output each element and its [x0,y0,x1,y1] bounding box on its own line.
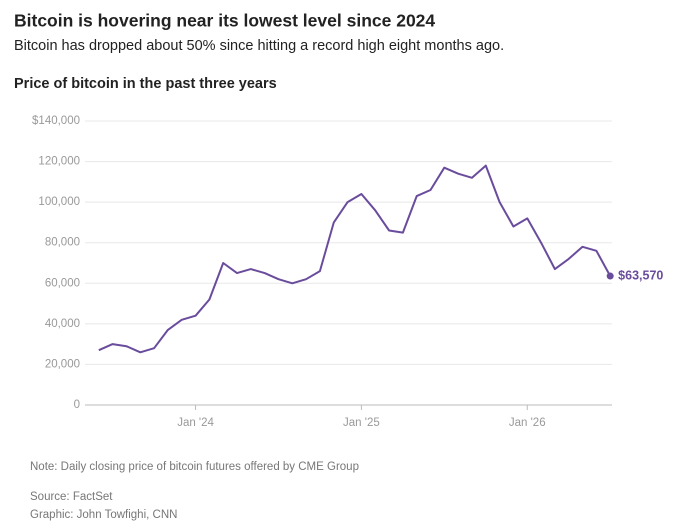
y-tick-label: 120,000 [38,156,80,168]
y-tick-label: 80,000 [45,237,80,249]
y-tick-label: 0 [74,399,80,411]
end-point [606,272,614,280]
note: Note: Daily closing price of bitcoin fut… [30,461,359,473]
credit: Graphic: John Towfighi, CNN [30,509,177,521]
source: Source: FactSet [30,491,113,503]
chart-subtitle: Bitcoin has dropped about 50% since hitt… [14,38,504,54]
y-tick-label: 60,000 [45,277,80,289]
price-line [98,164,612,354]
x-tick-label: Jan '24 [177,417,214,429]
chart-heading: Price of bitcoin in the past three years [14,76,277,92]
x-tick-label: Jan '26 [509,417,546,429]
y-tick-label: 20,000 [45,358,80,370]
y-tick-label: $140,000 [32,115,80,127]
value-label: $63,570 [618,268,663,282]
x-tick-label: Jan '25 [343,417,380,429]
y-tick-label: 40,000 [45,318,80,330]
chart-title: Bitcoin is hovering near its lowest leve… [14,11,435,31]
y-tick-label: 100,000 [38,196,80,208]
